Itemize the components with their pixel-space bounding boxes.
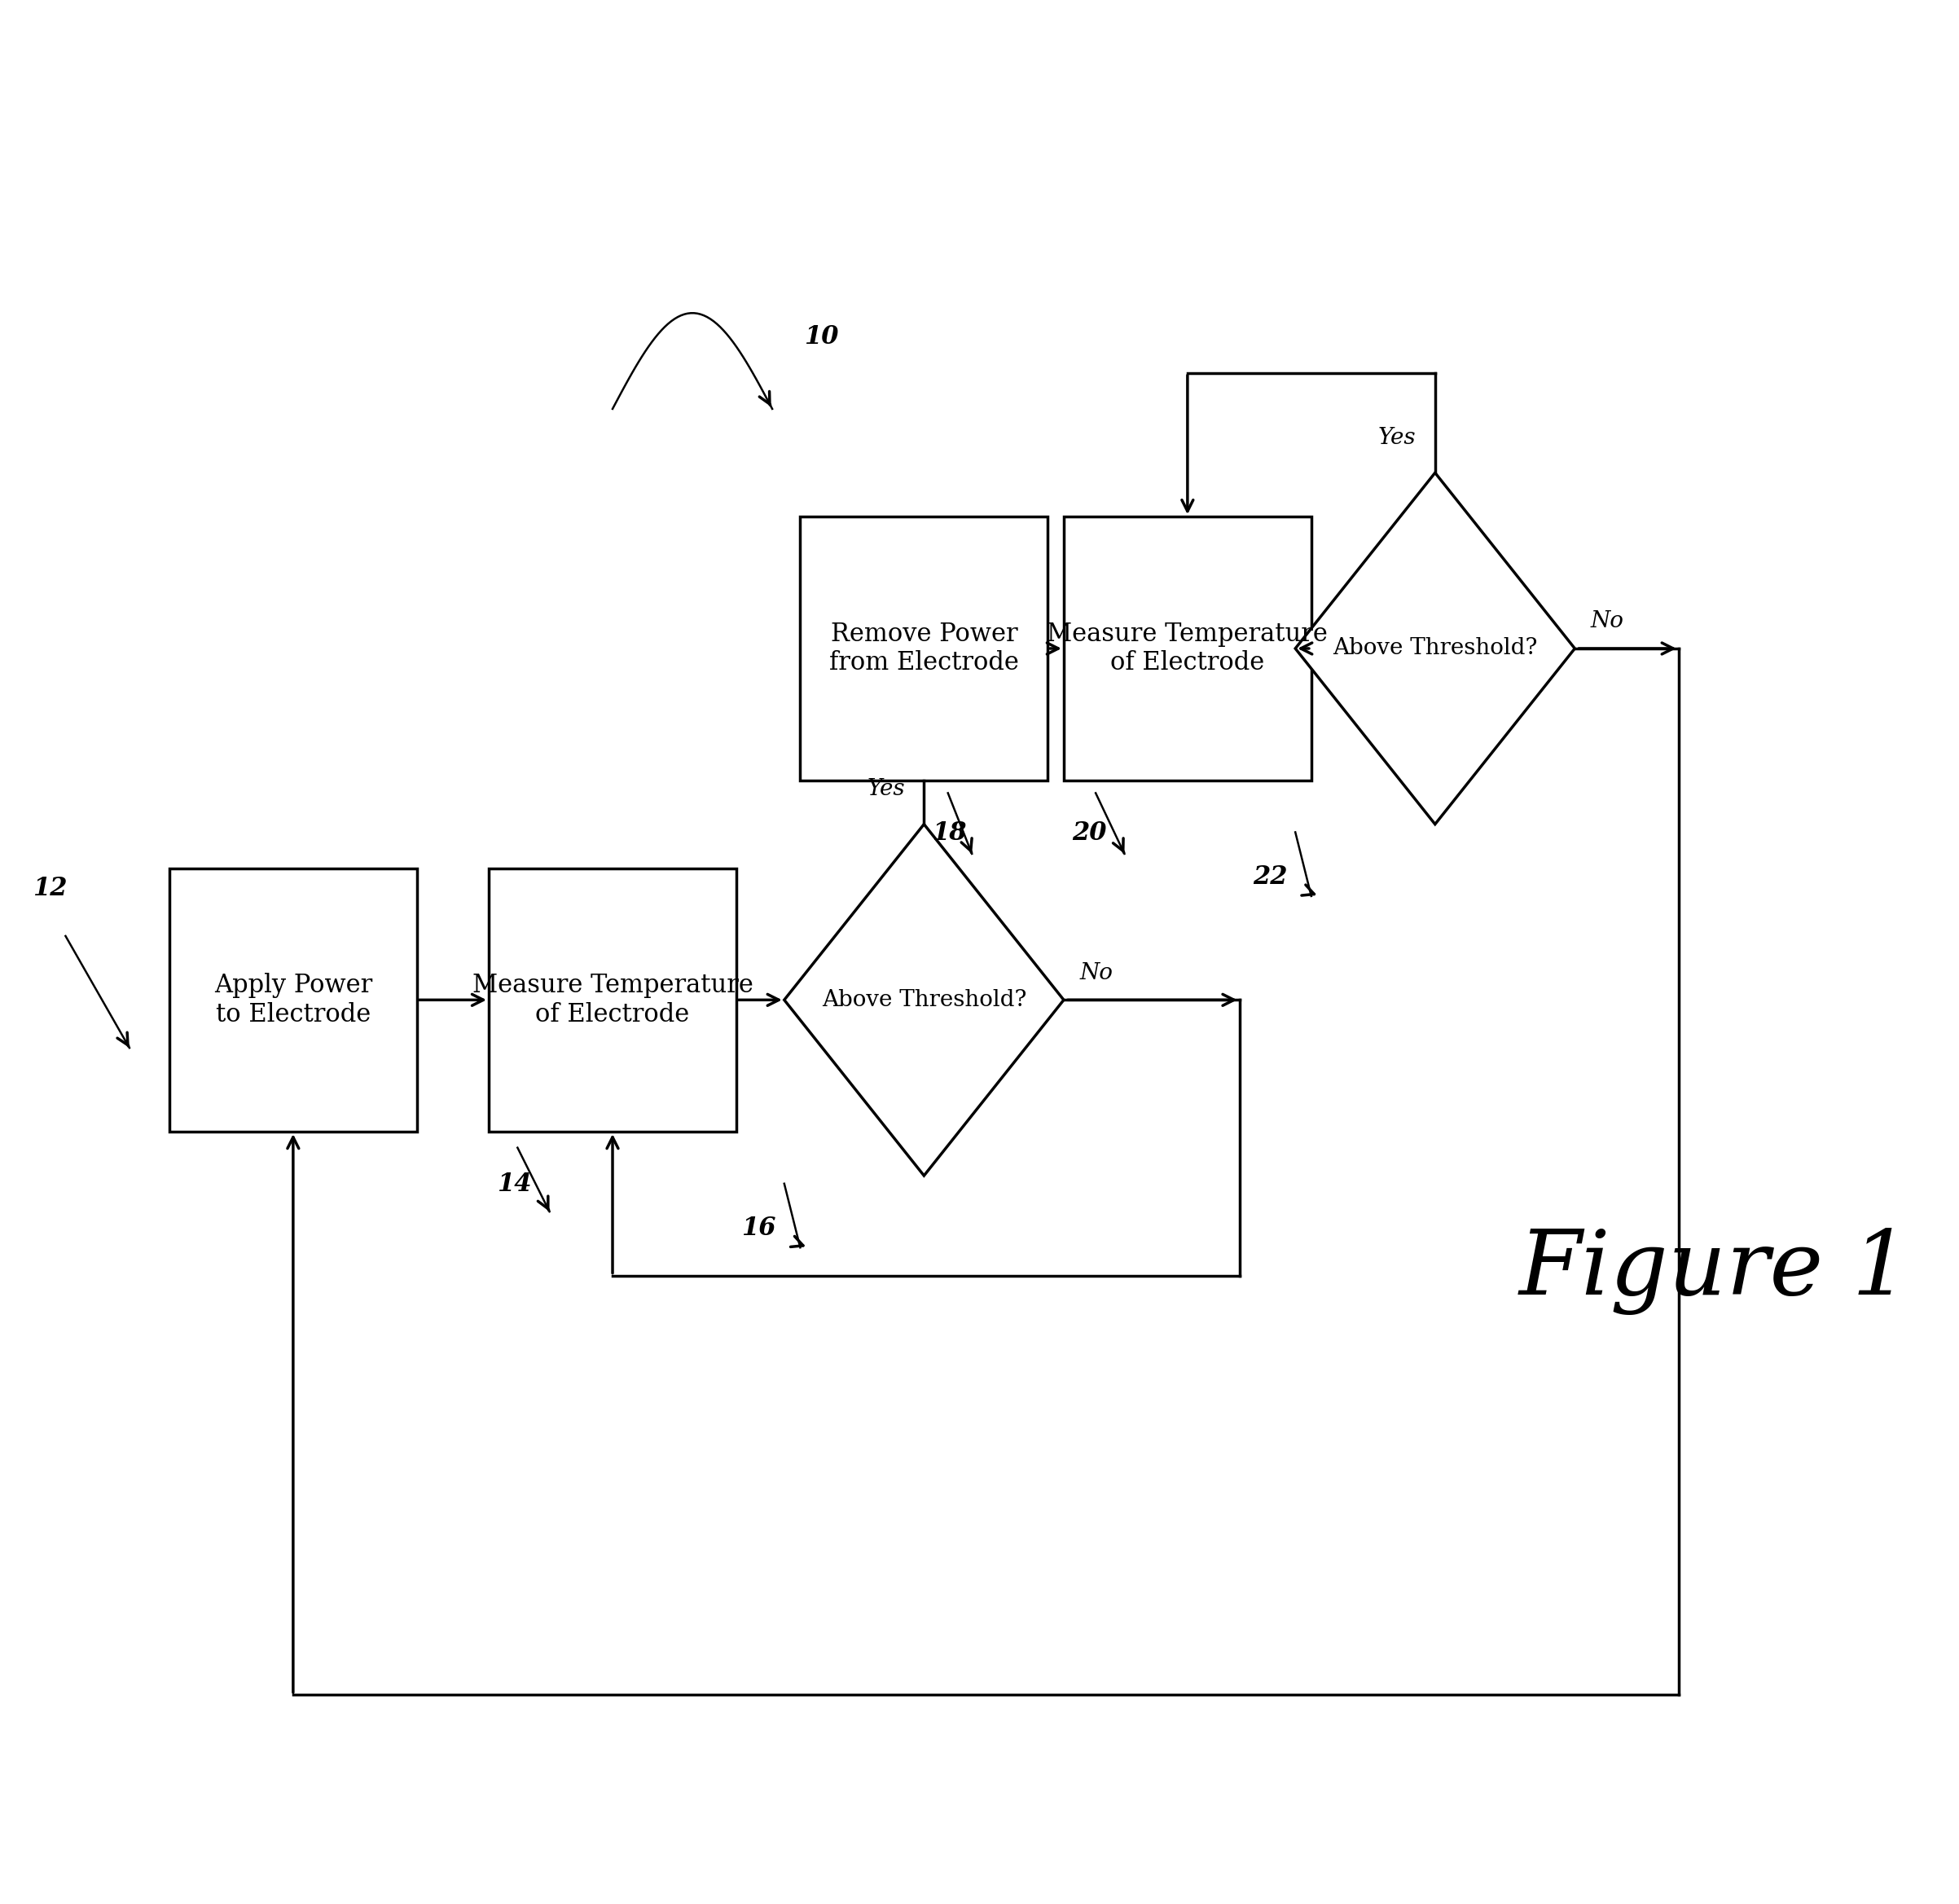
Text: 20: 20 [1072, 821, 1107, 845]
Text: 22: 22 [1252, 864, 1287, 889]
Bar [168, 868, 417, 1131]
Bar [490, 868, 737, 1131]
Text: 10: 10 [805, 324, 838, 350]
Text: Measure Temperature
of Electrode: Measure Temperature of Electrode [1046, 621, 1328, 676]
Text: Yes: Yes [1377, 426, 1416, 449]
Text: Figure 1: Figure 1 [1518, 1228, 1910, 1316]
Text: Measure Temperature
of Electrode: Measure Temperature of Electrode [472, 973, 752, 1026]
Text: Above Threshold?: Above Threshold? [821, 988, 1027, 1011]
Text: No: No [1591, 611, 1624, 632]
Text: 16: 16 [742, 1215, 776, 1241]
Text: Remove Power
from Electrode: Remove Power from Electrode [829, 621, 1019, 676]
Text: 12: 12 [31, 876, 67, 901]
Polygon shape [1295, 472, 1575, 824]
Text: 18: 18 [932, 821, 966, 845]
Polygon shape [784, 824, 1064, 1175]
Bar [1064, 516, 1311, 781]
Text: 14: 14 [498, 1171, 531, 1198]
Text: Yes: Yes [866, 779, 905, 800]
Text: No: No [1079, 962, 1113, 984]
Text: Above Threshold?: Above Threshold? [1332, 638, 1538, 659]
Text: Apply Power
to Electrode: Apply Power to Electrode [214, 973, 372, 1026]
Bar [799, 516, 1048, 781]
